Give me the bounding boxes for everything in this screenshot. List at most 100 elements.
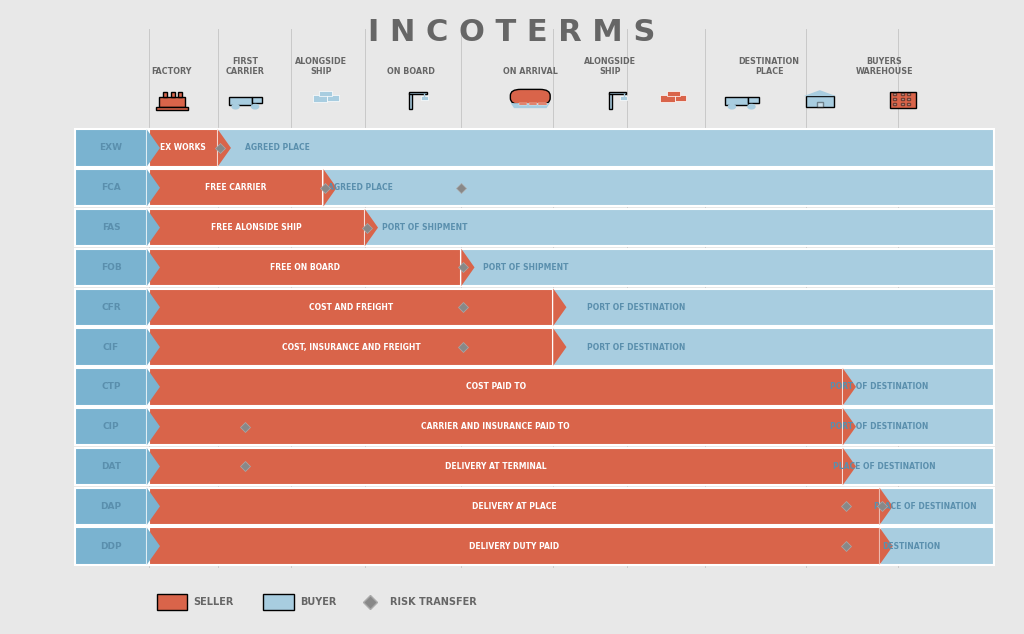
FancyBboxPatch shape bbox=[148, 169, 324, 207]
Text: DDP: DDP bbox=[100, 541, 122, 550]
Polygon shape bbox=[462, 249, 474, 286]
FancyBboxPatch shape bbox=[901, 98, 904, 100]
Text: DAP: DAP bbox=[100, 501, 122, 511]
Text: PORT OF DESTINATION: PORT OF DESTINATION bbox=[830, 382, 929, 391]
Text: PORT OF SHIPMENT: PORT OF SHIPMENT bbox=[483, 263, 568, 272]
FancyBboxPatch shape bbox=[893, 103, 896, 105]
FancyBboxPatch shape bbox=[906, 98, 910, 100]
FancyBboxPatch shape bbox=[263, 593, 294, 610]
Text: CIP: CIP bbox=[102, 422, 120, 431]
Text: COST, INSURANCE AND FREIGHT: COST, INSURANCE AND FREIGHT bbox=[282, 342, 421, 351]
FancyBboxPatch shape bbox=[319, 91, 332, 96]
FancyBboxPatch shape bbox=[148, 408, 994, 445]
Polygon shape bbox=[527, 98, 537, 102]
FancyBboxPatch shape bbox=[806, 96, 834, 107]
FancyBboxPatch shape bbox=[660, 95, 675, 102]
Text: ALONGSIDE
SHIP: ALONGSIDE SHIP bbox=[585, 56, 636, 76]
Polygon shape bbox=[146, 249, 160, 286]
FancyBboxPatch shape bbox=[148, 209, 365, 246]
Circle shape bbox=[728, 105, 735, 109]
FancyBboxPatch shape bbox=[890, 92, 915, 108]
FancyBboxPatch shape bbox=[901, 93, 904, 95]
FancyBboxPatch shape bbox=[148, 527, 994, 565]
FancyBboxPatch shape bbox=[725, 96, 749, 105]
FancyBboxPatch shape bbox=[519, 103, 527, 105]
FancyBboxPatch shape bbox=[667, 91, 680, 96]
Text: FIRST
CARRIER: FIRST CARRIER bbox=[226, 56, 265, 76]
FancyBboxPatch shape bbox=[906, 103, 910, 105]
FancyBboxPatch shape bbox=[608, 93, 612, 109]
Text: CARRIER AND INSURANCE PAID TO: CARRIER AND INSURANCE PAID TO bbox=[422, 422, 570, 431]
Text: EXW: EXW bbox=[99, 143, 123, 152]
Text: FREE ALONSIDE SHIP: FREE ALONSIDE SHIP bbox=[211, 223, 302, 232]
Text: FACTORY: FACTORY bbox=[152, 67, 193, 76]
Text: PORT OF SHIPMENT: PORT OF SHIPMENT bbox=[382, 223, 467, 232]
FancyBboxPatch shape bbox=[75, 488, 146, 525]
Text: DESTINATION: DESTINATION bbox=[883, 541, 941, 550]
Text: DELIVERY AT TERMINAL: DELIVERY AT TERMINAL bbox=[445, 462, 547, 471]
Polygon shape bbox=[553, 328, 566, 366]
Circle shape bbox=[748, 105, 755, 109]
Text: PLACE OF DESTINATION: PLACE OF DESTINATION bbox=[833, 462, 936, 471]
FancyBboxPatch shape bbox=[148, 249, 994, 286]
FancyBboxPatch shape bbox=[148, 288, 553, 326]
FancyBboxPatch shape bbox=[539, 103, 547, 105]
FancyBboxPatch shape bbox=[75, 448, 146, 485]
Polygon shape bbox=[146, 288, 160, 326]
FancyBboxPatch shape bbox=[148, 129, 218, 167]
Polygon shape bbox=[365, 209, 378, 246]
FancyBboxPatch shape bbox=[893, 93, 896, 95]
Text: I N C O T E R M S: I N C O T E R M S bbox=[369, 18, 655, 47]
FancyBboxPatch shape bbox=[157, 593, 187, 610]
Polygon shape bbox=[146, 169, 160, 207]
FancyBboxPatch shape bbox=[148, 249, 462, 286]
FancyBboxPatch shape bbox=[620, 96, 628, 100]
FancyBboxPatch shape bbox=[148, 209, 994, 246]
FancyBboxPatch shape bbox=[163, 92, 167, 97]
FancyBboxPatch shape bbox=[75, 328, 146, 366]
Text: PORT OF DESTINATION: PORT OF DESTINATION bbox=[830, 422, 929, 431]
FancyBboxPatch shape bbox=[159, 97, 184, 107]
FancyBboxPatch shape bbox=[608, 93, 627, 94]
FancyBboxPatch shape bbox=[178, 92, 181, 97]
Polygon shape bbox=[146, 368, 160, 406]
Text: ON ARRIVAL: ON ARRIVAL bbox=[503, 67, 558, 76]
Polygon shape bbox=[146, 129, 160, 167]
Polygon shape bbox=[324, 169, 337, 207]
FancyBboxPatch shape bbox=[148, 448, 843, 485]
Text: DELIVERY DUTY PAID: DELIVERY DUTY PAID bbox=[469, 541, 559, 550]
Polygon shape bbox=[880, 527, 893, 565]
FancyBboxPatch shape bbox=[148, 488, 880, 525]
Text: COST AND FREIGHT: COST AND FREIGHT bbox=[309, 302, 393, 312]
FancyBboxPatch shape bbox=[148, 129, 994, 167]
Text: DELIVERY AT PLACE: DELIVERY AT PLACE bbox=[472, 501, 556, 511]
FancyBboxPatch shape bbox=[75, 209, 146, 246]
FancyBboxPatch shape bbox=[148, 328, 994, 366]
FancyBboxPatch shape bbox=[75, 129, 146, 167]
FancyBboxPatch shape bbox=[148, 288, 994, 326]
Polygon shape bbox=[553, 288, 566, 326]
FancyBboxPatch shape bbox=[252, 96, 262, 103]
FancyBboxPatch shape bbox=[410, 93, 413, 109]
Polygon shape bbox=[218, 129, 231, 167]
Polygon shape bbox=[146, 488, 160, 525]
FancyBboxPatch shape bbox=[312, 95, 328, 102]
FancyBboxPatch shape bbox=[148, 488, 994, 525]
FancyBboxPatch shape bbox=[148, 368, 994, 406]
Text: PLACE OF DESTINATION: PLACE OF DESTINATION bbox=[874, 501, 977, 511]
FancyBboxPatch shape bbox=[75, 527, 146, 565]
FancyBboxPatch shape bbox=[510, 89, 550, 105]
FancyBboxPatch shape bbox=[901, 103, 904, 105]
Text: RISK TRANSFER: RISK TRANSFER bbox=[390, 597, 477, 607]
Text: DESTINATION
PLACE: DESTINATION PLACE bbox=[738, 56, 800, 76]
Text: EX WORKS: EX WORKS bbox=[161, 143, 206, 152]
Text: PORT OF DESTINATION: PORT OF DESTINATION bbox=[587, 342, 685, 351]
FancyBboxPatch shape bbox=[528, 103, 537, 105]
Circle shape bbox=[252, 105, 259, 109]
Text: AGREED PLACE: AGREED PLACE bbox=[328, 183, 392, 192]
Polygon shape bbox=[146, 209, 160, 246]
FancyBboxPatch shape bbox=[749, 96, 759, 103]
FancyBboxPatch shape bbox=[893, 98, 896, 100]
FancyBboxPatch shape bbox=[906, 93, 910, 95]
Circle shape bbox=[232, 105, 240, 109]
